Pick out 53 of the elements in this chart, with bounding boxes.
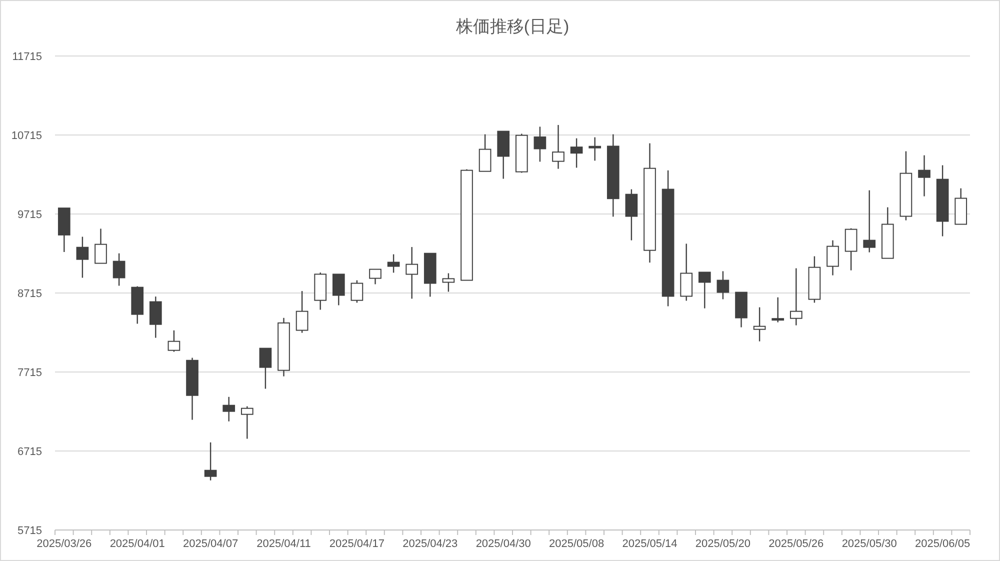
- candlestick: [296, 290, 308, 334]
- candlestick: [442, 272, 455, 292]
- y-tick-label: 5715: [18, 525, 42, 537]
- candlestick: [534, 126, 546, 162]
- candlestick: [204, 442, 217, 481]
- x-tick-label: 2025/05/26: [768, 538, 824, 550]
- candlestick: [625, 188, 638, 241]
- chart-title: 株価推移(日足): [454, 17, 570, 36]
- candlestick: [149, 296, 162, 338]
- y-tick-label: 7715: [18, 367, 42, 379]
- x-tick-label: 2025/04/17: [329, 538, 384, 550]
- candlestick: [680, 243, 693, 302]
- x-tick-label: 2025/03/26: [36, 538, 92, 550]
- candlestick: [350, 280, 364, 304]
- candlestick: [222, 396, 236, 422]
- y-tick-label: 10715: [11, 130, 42, 142]
- candlestick: [406, 246, 418, 300]
- x-tick-label: 2025/05/30: [842, 538, 897, 550]
- x-tick-label: 2025/04/07: [183, 538, 238, 550]
- candlestick: [918, 154, 930, 197]
- candlestick: [332, 274, 345, 306]
- candlestick: [240, 406, 254, 440]
- candlestick: [772, 296, 784, 323]
- candlestick: [112, 252, 126, 286]
- x-tick-label: 2025/05/20: [695, 538, 750, 550]
- x-tick-label: 2025/05/14: [622, 538, 678, 550]
- candlestick: [168, 330, 180, 352]
- candlestick: [790, 268, 802, 326]
- candlestick: [259, 348, 272, 390]
- candlestick: [716, 270, 730, 300]
- y-tick-label: 9715: [18, 209, 42, 221]
- y-tick-label: 8715: [18, 288, 42, 300]
- candlestick: [570, 138, 583, 168]
- candlestick: [588, 136, 602, 162]
- candlestick: [844, 228, 858, 271]
- candlestick: [552, 124, 564, 170]
- x-tick-label: 2025/04/30: [476, 538, 531, 550]
- candlestick: [753, 306, 766, 342]
- x-tick-label: 2025/06/05: [915, 538, 970, 550]
- y-tick-label: 6715: [18, 446, 42, 458]
- x-tick-label: 2025/04/01: [110, 538, 165, 550]
- candlestick: [826, 240, 839, 276]
- candlestick: [478, 134, 492, 172]
- candlestick: [387, 254, 400, 274]
- candlestick: [94, 228, 107, 264]
- candlestick: [698, 272, 711, 309]
- x-tick-label: 2025/04/11: [256, 538, 311, 550]
- candlestick: [369, 268, 382, 285]
- candlestick: [76, 236, 89, 278]
- candlestick: [863, 190, 876, 253]
- x-tick-label: 2025/05/08: [549, 538, 604, 550]
- y-tick-label: 11715: [12, 51, 42, 63]
- x-tick-label: 2025/04/23: [402, 538, 458, 550]
